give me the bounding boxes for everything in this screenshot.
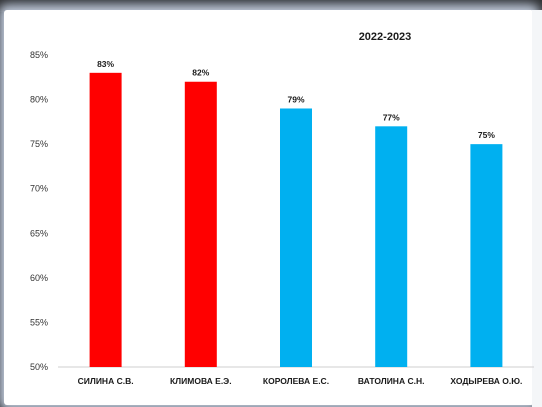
data-labels: 83% 82% 79% 77% 75% [97, 59, 495, 140]
data-label: 79% [287, 94, 304, 104]
y-tick-label: 85% [30, 50, 48, 60]
y-tick-label: 70% [30, 184, 48, 194]
category-label: ХОДЫРЕВА О.Ю. [450, 376, 522, 386]
y-tick-label: 65% [30, 228, 48, 238]
data-label: 77% [383, 112, 400, 122]
data-label: 82% [192, 68, 209, 78]
y-tick-label: 80% [30, 95, 48, 105]
category-label: КЛИМОВА Е.Э. [170, 376, 232, 386]
data-label: 83% [97, 59, 114, 69]
bar [375, 126, 408, 367]
window-top-strip [0, 0, 542, 12]
bar [470, 144, 503, 367]
bars [89, 72, 503, 367]
y-tick-label: 75% [30, 139, 48, 149]
window-right-edge [532, 10, 542, 407]
data-label: 75% [478, 130, 495, 140]
category-label: СИЛИНА С.В. [78, 376, 134, 386]
y-axis-ticks: 50% 55% 60% 65% 70% 75% 80% 85% [30, 50, 48, 372]
category-label: КОРОЛЕВА Е.С. [263, 376, 329, 386]
chart-title: 2022-2023 [359, 31, 412, 43]
category-labels: СИЛИНА С.В. КЛИМОВА Е.Э. КОРОЛЕВА Е.С. ВАТО… [78, 376, 523, 386]
bar [280, 108, 312, 367]
y-tick-label: 55% [30, 317, 48, 327]
y-tick-label: 60% [30, 273, 48, 283]
bar [184, 81, 217, 367]
bar [89, 72, 122, 367]
y-tick-label: 50% [30, 362, 48, 372]
category-label: ВАТОЛИНА С.Н. [358, 376, 425, 386]
